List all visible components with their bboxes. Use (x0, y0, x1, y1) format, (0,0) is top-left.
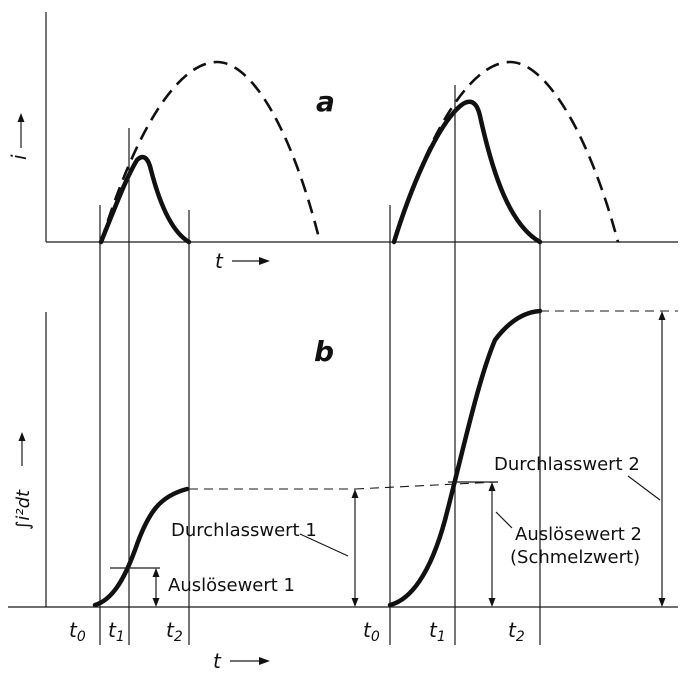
auslosewert-2-leader (495, 511, 513, 529)
t0-label-1: t0 (69, 618, 86, 645)
durchlasswert-2-label: Durchlasswert 2 (494, 454, 640, 475)
arrow-up-icon (351, 489, 359, 498)
auslosewert-2-dimension (488, 482, 496, 607)
t0-label-2: t0 (363, 618, 380, 645)
panel-a: i t a (7, 12, 678, 273)
panel-b-label: b (314, 335, 334, 368)
arrow-up-icon (658, 311, 666, 320)
time-labels: t0 t1 t2 t0 t1 t2 (69, 618, 525, 645)
integral-curve-2 (387, 308, 543, 608)
durchlasswert-2-dimension (658, 311, 666, 607)
auslosewert-1-label: Auslösewert 1 (168, 575, 295, 596)
prospective-current-curve-2 (392, 60, 620, 243)
panel-a-y-arrow-icon (17, 113, 25, 122)
t2-label-2: t2 (508, 618, 525, 645)
t2-label-1: t2 (166, 618, 183, 645)
arrow-down-icon (658, 598, 666, 607)
panel-b: ∫i²dt t (8, 308, 678, 673)
auslosewert-1-dimension (152, 568, 160, 607)
panel-a-x-arrow-icon (259, 257, 270, 265)
schmelzwert-label: (Schmelzwert) (510, 547, 640, 568)
t1-label-1: t1 (108, 618, 125, 645)
arrow-up-icon (488, 482, 496, 491)
panel-a-x-label: t (215, 249, 224, 273)
integral-curve-1 (92, 486, 190, 608)
panel-b-x-label: t (213, 649, 222, 671)
durchlasswert-1-leader (299, 533, 349, 557)
panel-b-y-label: ∫i²dt (13, 489, 34, 530)
t1-label-2: t1 (429, 618, 446, 645)
limited-current-curve-1 (98, 154, 192, 245)
time-marker-lines (99, 85, 541, 645)
prospective-current-curve-1 (99, 60, 322, 243)
panel-b-x-arrow-icon (259, 657, 270, 665)
limited-current-curve-2 (391, 99, 543, 245)
auslosewert-2-label: Auslösewert 2 (515, 524, 642, 545)
arrow-down-icon (488, 598, 496, 607)
panel-a-y-label: i (7, 154, 31, 160)
arrow-up-icon (152, 568, 160, 577)
durchlasswert-2-leader (627, 475, 661, 501)
durchlasswert-1-label: Durchlasswert 1 (171, 520, 317, 541)
ref-line-dashed (354, 481, 498, 490)
durchlasswert-1-dimension (351, 489, 359, 607)
arrow-down-icon (351, 598, 359, 607)
panel-b-y-arrow-icon (18, 432, 26, 441)
arrow-down-icon (152, 598, 160, 607)
panel-a-label: a (316, 85, 335, 118)
